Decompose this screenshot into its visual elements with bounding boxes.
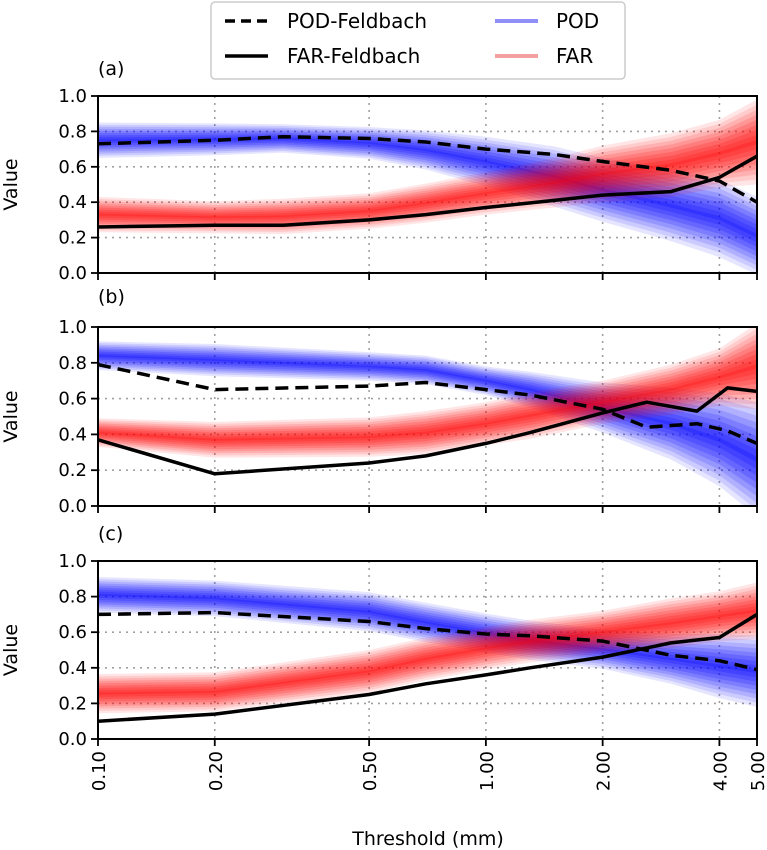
y-tick-label: 0.2 — [58, 693, 87, 714]
far-ensemble-band — [98, 354, 757, 445]
pod-feldbach-line — [98, 362, 757, 446]
pod-feldbach-line — [98, 610, 757, 672]
pod-ensemble-band — [98, 587, 757, 686]
panel-a: (a) 0.0 0.2 0.4 0.6 0.8 1.0 Value — [0, 58, 758, 284]
far-feldbach-line — [98, 386, 757, 476]
pod-ensemble-band — [98, 344, 757, 504]
pod-ensemble-band — [98, 583, 757, 695]
far-feldbach-line — [98, 154, 757, 229]
legend-label-far: FAR — [556, 44, 593, 68]
x-tick-label: 0.10 — [89, 751, 110, 791]
far-ensemble-band — [98, 333, 757, 454]
y-tick-label: 0.8 — [58, 121, 87, 142]
legend-label-pod: POD — [556, 9, 599, 33]
far-ensemble-band — [98, 124, 757, 224]
y-tick-label: 1.0 — [58, 551, 87, 572]
x-tick-label: 4.00 — [710, 751, 731, 791]
plot-area — [98, 99, 757, 273]
x-tick-label: 0.50 — [360, 751, 381, 791]
pod-ensemble-band — [98, 589, 757, 682]
far-feldbach-line — [98, 612, 757, 723]
far-ensemble-band — [98, 139, 757, 218]
y-tick-label: 0.8 — [58, 587, 87, 608]
panel-b: (b) 0.0 0.2 0.4 0.6 0.8 1.0 Value — [0, 286, 758, 517]
x-tick-label: 2.00 — [594, 751, 615, 791]
y-tick-label: 0.2 — [58, 460, 87, 481]
panel-c: (c) 0.0 0.2 0.4 0.6 0.8 1.0 0.10 0.20 0.50 1.00 2.… — [0, 523, 767, 791]
pod-ensemble-band — [98, 346, 757, 497]
axes-frame — [97, 560, 758, 740]
panel-b-label: (b) — [98, 286, 125, 308]
plot-area — [98, 327, 757, 506]
panel-c-label: (c) — [98, 523, 123, 545]
far-ensemble-band — [98, 129, 757, 222]
pod-ensemble-band — [98, 581, 757, 699]
y-tick-label: 0.4 — [58, 192, 87, 213]
pod-ensemble-band — [98, 351, 757, 476]
far-ensemble-band — [98, 359, 757, 443]
far-ensemble-band — [98, 589, 757, 709]
far-ensemble-band — [98, 595, 757, 704]
x-axis-title: Threshold (mm) — [351, 828, 504, 850]
far-ensemble-band — [98, 328, 757, 456]
far-ensemble-band — [98, 338, 757, 452]
x-tick-label: 0.20 — [206, 751, 227, 791]
far-ensemble-band — [98, 582, 757, 714]
y-tick-label: 0.0 — [58, 496, 87, 517]
far-ensemble-band — [98, 114, 757, 228]
y-tick-label: 1.0 — [58, 86, 87, 107]
y-tick-label: 0.6 — [58, 157, 87, 178]
legend: POD-Feldbach FAR-Feldbach POD FAR — [210, 1, 626, 80]
legend-label-far-feldbach: FAR-Feldbach — [287, 44, 420, 68]
y-tick-label: 0.2 — [58, 228, 87, 249]
panel-a-label: (a) — [98, 58, 124, 80]
x-tick-label: 5.00 — [748, 751, 767, 791]
y-axis-title: Value — [0, 624, 22, 676]
y-axis-title: Value — [0, 390, 22, 442]
y-tick-label: 0.4 — [58, 424, 87, 445]
y-tick-label: 0.4 — [58, 658, 87, 679]
far-ensemble-band — [98, 343, 757, 450]
pod-ensemble-band — [98, 353, 757, 470]
pod-ensemble-band — [98, 585, 757, 690]
pod-ensemble-band — [98, 579, 757, 703]
y-axis-title: Value — [0, 158, 22, 210]
y-tick-label: 0.6 — [58, 389, 87, 410]
far-ensemble-band — [98, 348, 757, 447]
pod-ensemble-band — [98, 349, 757, 483]
pod-ensemble-band — [98, 134, 757, 247]
pod-ensemble-band — [98, 124, 757, 271]
axes-frame — [97, 326, 758, 507]
pod-feldbach-line — [98, 134, 757, 204]
pod-ensemble-band — [98, 132, 757, 252]
pod-ensemble-band — [98, 343, 757, 506]
pod-ensemble-band — [98, 577, 757, 707]
far-ensemble-band — [98, 602, 757, 700]
far-ensemble-band — [98, 134, 757, 220]
y-tick-label: 0.0 — [58, 263, 87, 284]
far-ensemble-band — [98, 592, 757, 707]
axes-frame — [97, 95, 758, 274]
far-ensemble-band — [98, 119, 757, 226]
far-ensemble-band — [98, 599, 757, 702]
far-ensemble-band — [98, 585, 757, 711]
y-tick-label: 1.0 — [58, 317, 87, 338]
plot-area — [98, 577, 757, 723]
y-tick-label: 0.8 — [58, 353, 87, 374]
far-ensemble-band — [98, 327, 757, 458]
pod-ensemble-band — [98, 341, 757, 506]
far-ensemble-band — [98, 99, 757, 235]
pod-ensemble-band — [98, 348, 757, 490]
y-tick-label: 0.6 — [58, 622, 87, 643]
far-ensemble-band — [98, 104, 757, 232]
far-ensemble-band — [98, 109, 757, 230]
y-tick-label: 0.0 — [58, 729, 87, 750]
x-tick-label: 1.00 — [477, 751, 498, 791]
legend-label-pod-feldbach: POD-Feldbach — [287, 9, 427, 33]
pod-ensemble-band — [98, 122, 757, 273]
